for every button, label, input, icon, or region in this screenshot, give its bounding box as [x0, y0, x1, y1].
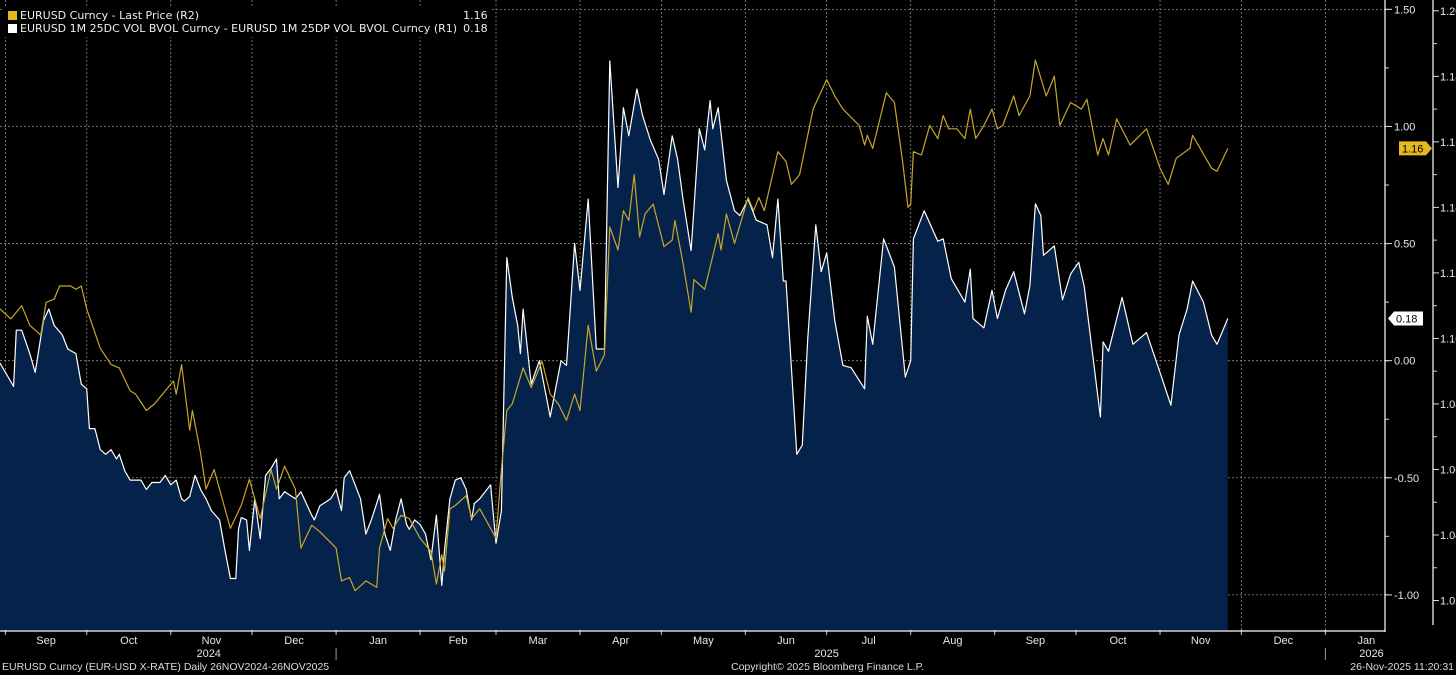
x-month-label: Dec [1274, 635, 1294, 647]
x-month-label: Apr [612, 635, 629, 647]
legend-value: 0.18 [463, 22, 488, 35]
last-value-tag-r1 [1388, 311, 1423, 326]
series-area-fill-0 [0, 60, 1228, 630]
series-area [0, 60, 1228, 630]
r2-tick-label: 1.20 [1440, 6, 1456, 18]
footer-timestamp: 26-Nov-2025 11:20:31 [1350, 661, 1454, 673]
r2-tick-label: 1.04 [1440, 530, 1456, 542]
last-value-tag-r2 [1399, 141, 1432, 156]
r1-tick-label: -1.00 [1394, 590, 1419, 602]
x-month-label: Jan [369, 635, 387, 647]
series-line-0 [0, 60, 1229, 587]
x-month-label: Feb [449, 635, 468, 647]
x-month-label: Mar [529, 635, 548, 647]
legend-name: EURUSD Curncy - Last Price (R2) [20, 9, 200, 22]
r1-tick-label: 0.50 [1394, 239, 1415, 251]
x-month-label: Jul [862, 635, 876, 647]
axes: 1.50 1.00 0.50 0.00 -0.50 -1.00 Sep Oct Nov Dec Ja… [0, 0, 1456, 660]
r2-tick-label: 1.10 [1440, 333, 1456, 345]
legend-item-risk-reversal: EURUSD 1M 25DC VOL BVOL Curncy - EURUSD … [8, 22, 488, 35]
x-year-label: 2026 [1359, 648, 1383, 660]
legend-swatch-icon [8, 24, 17, 33]
r2-tick-label: 1.08 [1440, 399, 1456, 411]
r1-tick-label: -0.50 [1394, 473, 1419, 485]
legend-swatch-icon [8, 11, 17, 20]
legend-name: EURUSD 1M 25DC VOL BVOL Curncy - EURUSD … [20, 22, 458, 35]
x-month-label: May [693, 635, 714, 647]
x-month-label: Oct [120, 635, 137, 647]
r1-tick-label: 1.00 [1394, 121, 1415, 133]
x-year-label: 2025 [814, 648, 838, 660]
last-value-r1: 0.18 [1396, 314, 1417, 326]
r1-tick-label: 0.00 [1394, 356, 1415, 368]
r2-tick-label: 1.12 [1440, 268, 1456, 280]
x-month-label: Nov [1191, 635, 1211, 647]
r1-tick-label: 1.50 [1394, 4, 1415, 16]
series-lines [0, 59, 1229, 592]
footer-copyright: Copyright© 2025 Bloomberg Finance L.P. [731, 661, 925, 673]
series-line-1 [0, 59, 1229, 592]
x-month-label: Sep [1026, 635, 1046, 647]
last-value-r2: 1.16 [1402, 143, 1423, 155]
x-month-label: Jan [1357, 635, 1375, 647]
x-month-label: Oct [1109, 635, 1126, 647]
x-month-label: Jun [777, 635, 795, 647]
footer-security-description: EURUSD Curncy (EUR-USD X-RATE) Daily 26N… [2, 661, 330, 673]
x-year-label: 2024 [196, 648, 220, 660]
x-month-label: Dec [284, 635, 304, 647]
legend-value: 1.16 [463, 9, 488, 22]
legend: EURUSD Curncy - Last Price (R2) 1.16 EUR… [4, 8, 492, 37]
x-month-label: Nov [202, 635, 222, 647]
x-month-label: Sep [36, 635, 56, 647]
r2-tick-label: 1.06 [1440, 464, 1456, 476]
r2-tick-label: 1.14 [1440, 202, 1456, 214]
r2-tick-label: 1.18 [1440, 71, 1456, 83]
legend-item-eurusd-price: EURUSD Curncy - Last Price (R2) 1.16 [8, 9, 488, 22]
x-month-label: Aug [943, 635, 963, 647]
r2-tick-label: 1.16 [1440, 137, 1456, 149]
r2-tick-label: 1.02 [1440, 596, 1456, 608]
